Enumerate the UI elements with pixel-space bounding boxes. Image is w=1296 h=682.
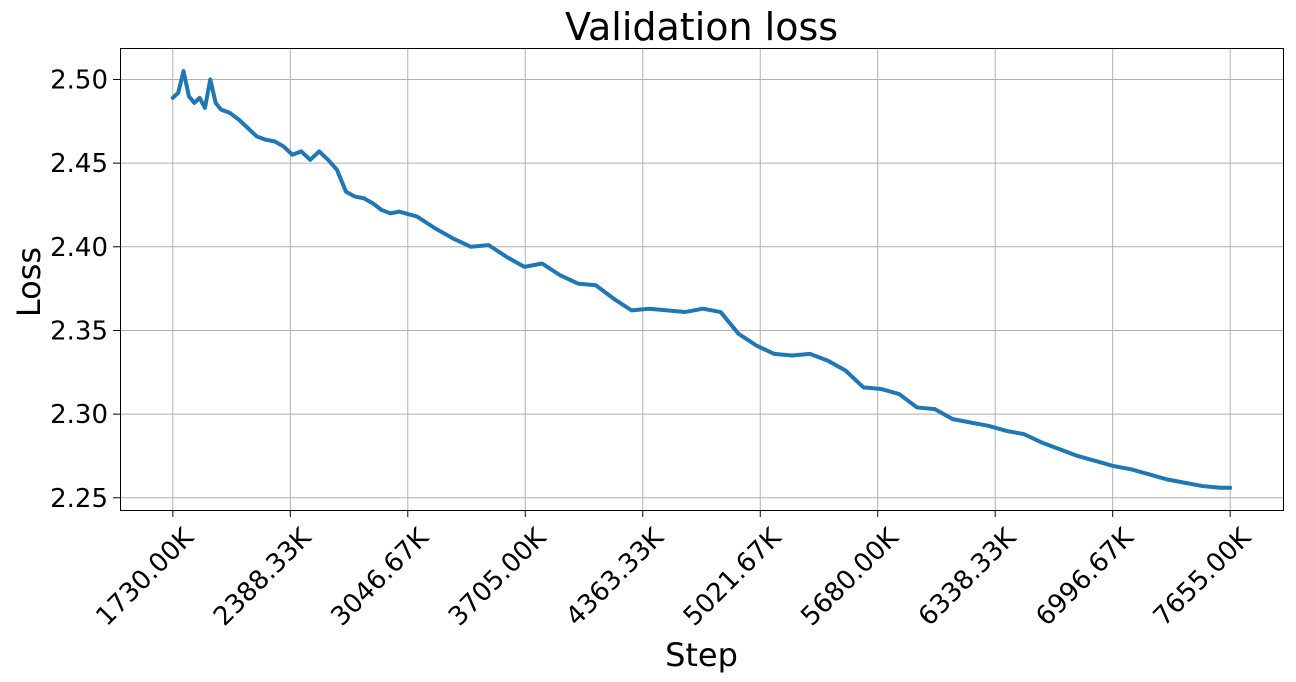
x-tick-label: 4363.33K: [560, 522, 670, 632]
chart-title: Validation loss: [565, 5, 838, 49]
x-tick-label: 5021.67K: [678, 522, 788, 632]
x-tick-label: 3046.67K: [325, 522, 435, 632]
y-tick-label: 2.35: [50, 316, 108, 346]
x-tick-label: 3705.00K: [443, 522, 553, 632]
x-tick-label: 5680.00K: [795, 522, 905, 632]
x-tick-label: 6996.67K: [1030, 522, 1140, 632]
x-tick-label: 7655.00K: [1148, 522, 1258, 632]
x-tick-label: 2388.33K: [208, 522, 318, 632]
y-axis-label: Loss: [10, 247, 48, 317]
series-line: [170, 69, 1233, 490]
grid: [120, 48, 1283, 510]
y-tick-label: 2.50: [50, 65, 108, 95]
y-tick-label: 2.45: [50, 149, 108, 179]
y-tick-label: 2.25: [50, 484, 108, 514]
x-tick-label: 1730.00K: [90, 522, 200, 632]
x-axis-label: Step: [665, 636, 738, 674]
y-tick-label: 2.30: [50, 400, 108, 430]
x-tick-label: 6338.33K: [913, 522, 1023, 632]
series-layer: [170, 69, 1233, 490]
y-tick-label: 2.40: [50, 233, 108, 263]
ticks: 1730.00K 2388.33K 3046.67K 3705.00K 4363.33K…: [50, 65, 1258, 632]
plot-frame: [120, 48, 1284, 511]
